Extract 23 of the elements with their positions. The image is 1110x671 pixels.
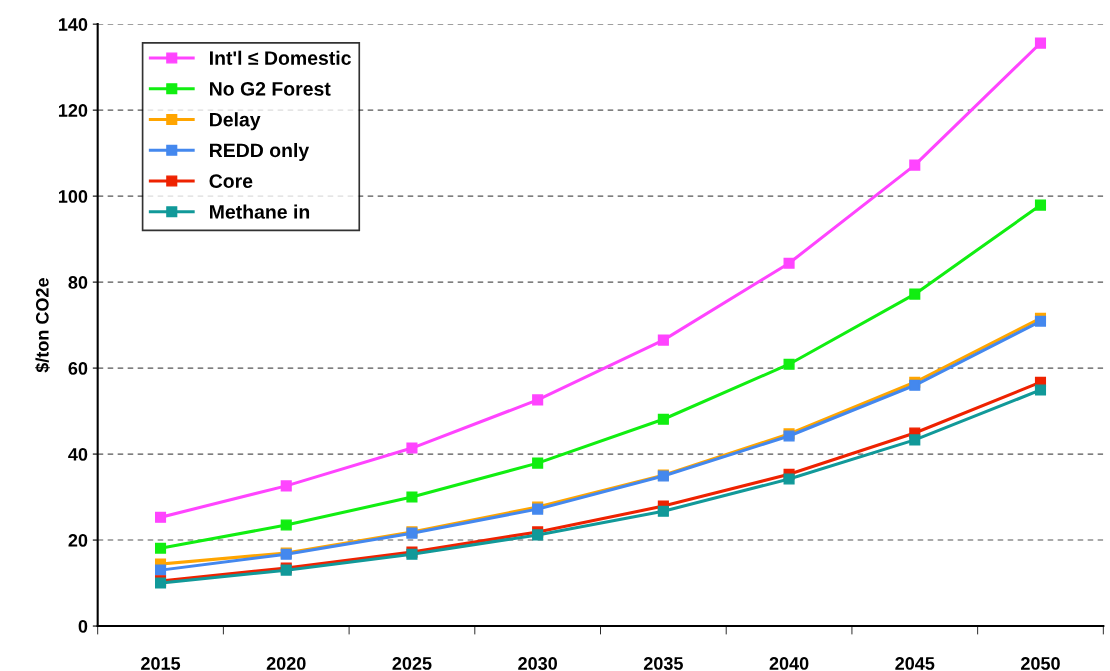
legend-label: Delay: [210, 112, 261, 131]
x-tick-label: 2020: [266, 657, 306, 670]
x-tick-label: 2025: [392, 657, 432, 670]
x-tick-label: 2015: [141, 657, 181, 670]
legend-label: Core: [209, 174, 253, 189]
legend-label: REDD only: [210, 142, 310, 162]
y-tick-label: 120: [58, 104, 88, 117]
y-axis-title: $/ton CO2e: [35, 278, 50, 373]
x-tick-label: 2035: [643, 657, 683, 670]
y-tick-label: 60: [68, 362, 88, 375]
legend-label: No G2 Forest: [210, 81, 331, 96]
y-tick-label: 0: [78, 619, 88, 633]
x-tick-label: 2050: [1021, 657, 1060, 670]
x-tick-label: 2045: [895, 657, 935, 670]
y-tick-label: 80: [68, 276, 88, 289]
y-tick-label: 140: [58, 18, 88, 31]
legend-label: Methane in: [210, 204, 310, 219]
x-tick-label: 2030: [518, 657, 557, 670]
legend-label: Int'l ≤ Domestic: [210, 50, 351, 65]
x-tick-label: 2040: [769, 657, 809, 670]
y-tick-label: 100: [58, 190, 88, 203]
y-tick-label: 40: [68, 448, 88, 461]
y-tick-label: 20: [68, 533, 88, 547]
